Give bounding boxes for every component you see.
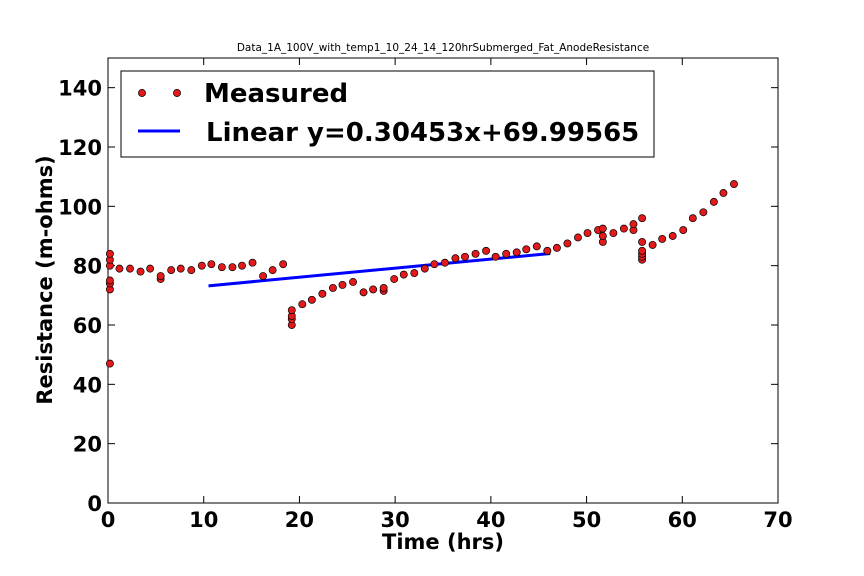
- y-tick-label: 0: [87, 492, 102, 516]
- x-tick-label: 70: [763, 508, 792, 532]
- data-point: [532, 242, 541, 251]
- data-point: [451, 254, 460, 263]
- data-point: [268, 266, 277, 275]
- data-point: [307, 295, 316, 304]
- legend: Measured Linear y=0.30453x+69.99565: [120, 70, 655, 158]
- data-point: [719, 189, 728, 197]
- data-point: [638, 237, 647, 246]
- data-point: [543, 246, 552, 255]
- y-tick-label: 60: [73, 314, 102, 338]
- data-point: [259, 272, 268, 280]
- data-points-layer: [105, 180, 738, 368]
- data-point: [248, 258, 257, 267]
- data-point: [115, 264, 124, 273]
- data-point: [390, 275, 399, 283]
- data-point: [105, 276, 114, 285]
- data-point: [298, 300, 307, 309]
- data-point: [619, 224, 628, 233]
- data-point: [167, 266, 176, 275]
- data-point: [699, 208, 708, 217]
- data-point: [399, 270, 408, 279]
- x-axis: 0 10 20 30 40 50 60 70: [101, 58, 793, 532]
- data-point: [668, 232, 677, 240]
- x-tick-label: 30: [381, 508, 410, 532]
- data-point: [105, 359, 114, 368]
- data-point: [688, 214, 697, 223]
- data-point: [679, 226, 688, 235]
- data-point: [126, 264, 134, 273]
- data-point: [359, 288, 368, 297]
- y-tick-label: 20: [73, 433, 102, 457]
- data-point: [136, 267, 145, 276]
- data-point: [730, 180, 738, 189]
- y-tick-label: 80: [73, 255, 102, 279]
- data-point: [638, 214, 647, 223]
- x-tick-label: 0: [101, 508, 116, 532]
- data-point: [349, 278, 357, 286]
- data-point: [279, 260, 288, 269]
- data-point: [207, 260, 216, 269]
- data-point: [658, 235, 667, 243]
- x-tick-label: 60: [668, 508, 697, 532]
- legend-box: [120, 70, 655, 158]
- y-tick-label: 100: [58, 195, 102, 219]
- data-point: [482, 246, 491, 255]
- y-tick-label: 140: [58, 77, 102, 101]
- data-point: [197, 261, 206, 270]
- x-axis-label: Time (hrs): [382, 530, 504, 554]
- data-point: [410, 269, 419, 278]
- legend-label-measured: Measured: [204, 79, 348, 109]
- data-point: [598, 224, 607, 233]
- legend-marker-measured: [138, 89, 146, 97]
- data-point: [502, 249, 511, 258]
- data-point: [369, 285, 378, 294]
- data-point: [461, 252, 469, 261]
- y-axis-label: Resistance (m-ohms): [33, 155, 57, 404]
- data-point: [609, 229, 618, 237]
- data-point: [187, 266, 196, 275]
- data-point: [228, 263, 237, 272]
- data-point: [146, 264, 155, 273]
- data-point: [583, 229, 592, 237]
- x-tick-label: 20: [285, 508, 314, 532]
- data-point: [552, 243, 561, 252]
- x-tick-label: 50: [572, 508, 601, 532]
- legend-marker-measured: [173, 89, 181, 97]
- data-point: [105, 249, 114, 258]
- data-point: [471, 249, 480, 258]
- data-point: [328, 283, 337, 292]
- data-point: [574, 233, 582, 242]
- y-tick-label: 40: [73, 373, 102, 397]
- y-axis: 0 20 40 60 80 100 120 140: [58, 77, 778, 516]
- data-point: [156, 272, 165, 280]
- data-point: [430, 260, 439, 269]
- legend-label-linear: Linear y=0.30453x+69.99565: [206, 118, 639, 148]
- x-tick-label: 10: [189, 508, 218, 532]
- data-point: [648, 240, 657, 249]
- data-point: [512, 248, 521, 257]
- y-tick-label: 120: [58, 136, 102, 160]
- data-point: [238, 261, 246, 270]
- chart-title: Data_1A_100V_with_temp1_10_24_14_120hrSu…: [237, 42, 649, 54]
- data-point: [338, 281, 347, 289]
- data-point: [638, 246, 647, 255]
- data-point: [287, 306, 296, 315]
- data-point: [379, 283, 388, 292]
- data-point: [176, 264, 185, 273]
- data-point: [440, 258, 449, 267]
- data-point: [420, 264, 429, 273]
- data-point: [217, 263, 226, 272]
- data-point: [709, 197, 718, 206]
- data-point: [629, 220, 638, 229]
- data-point: [491, 252, 500, 261]
- data-point: [522, 245, 531, 254]
- data-point: [318, 289, 327, 298]
- data-point: [598, 232, 607, 240]
- data-point: [563, 239, 572, 248]
- x-tick-label: 40: [476, 508, 505, 532]
